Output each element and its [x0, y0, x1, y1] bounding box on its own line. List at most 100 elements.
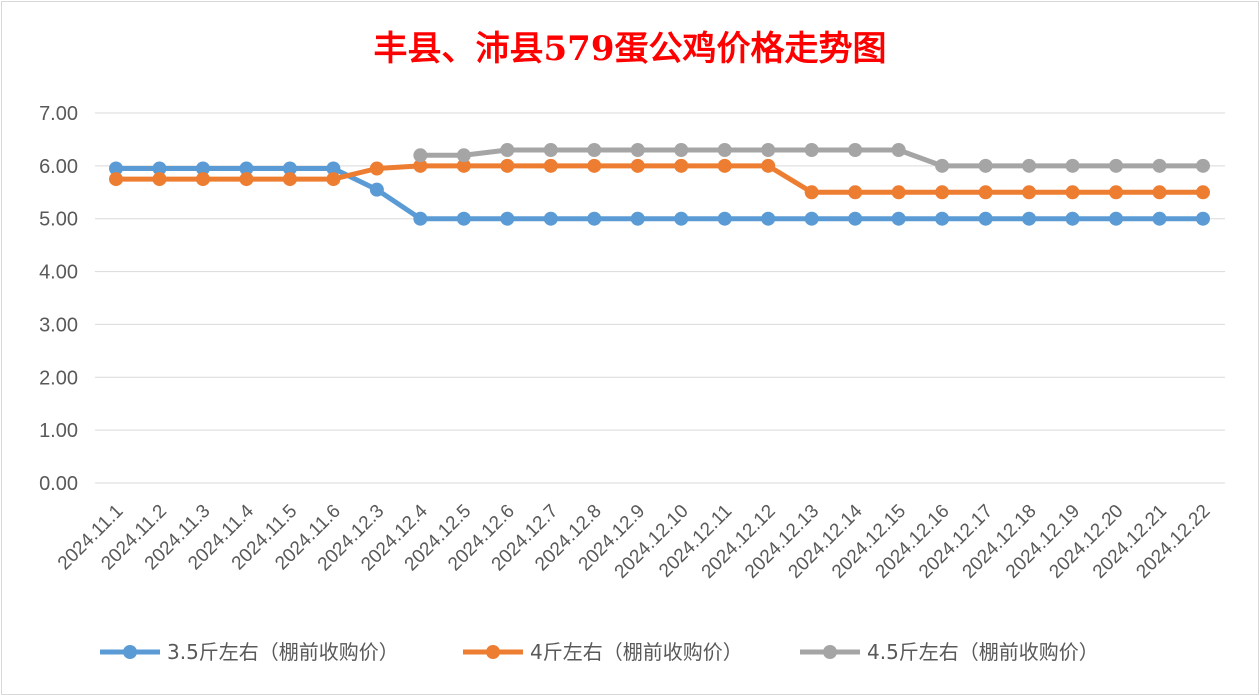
- data-point: [369, 182, 384, 197]
- data-point: [326, 172, 341, 187]
- y-tick-label: 6.00: [39, 156, 78, 178]
- data-point: [152, 161, 167, 176]
- data-point: [413, 211, 428, 226]
- y-axis-tick-labels: 0.00 1.00 2.00 3.00 4.00 5.00 6.00 7.00: [39, 103, 78, 495]
- legend-marker: [486, 645, 500, 659]
- data-point: [543, 143, 558, 157]
- data-point: [674, 143, 689, 157]
- y-tick-label: 4.00: [39, 262, 78, 284]
- data-point: [239, 172, 254, 187]
- data-point: [109, 161, 123, 176]
- data-point: [587, 211, 602, 226]
- series-group: [109, 161, 1210, 226]
- data-point: [413, 158, 428, 173]
- data-point: [1065, 158, 1080, 173]
- data-point: [804, 185, 819, 200]
- series-group: [109, 158, 1210, 200]
- data-point: [239, 161, 254, 176]
- data-point: [891, 211, 906, 226]
- data-point: [935, 211, 950, 226]
- y-tick-label: 0.00: [39, 473, 78, 495]
- data-point: [761, 211, 776, 226]
- chart-title: 丰县、沛县579蛋公鸡价格走势图: [374, 29, 887, 69]
- data-point: [978, 158, 993, 173]
- data-point: [1022, 211, 1037, 226]
- data-point: [1109, 211, 1124, 226]
- data-point: [1065, 185, 1080, 200]
- data-point: [500, 143, 515, 157]
- data-point: [717, 211, 732, 226]
- data-point: [1152, 185, 1167, 200]
- legend-label: 3.5斤左右（棚前收购价）: [167, 640, 399, 664]
- series-line: [113, 163, 1206, 195]
- data-point: [587, 158, 602, 173]
- legend-marker: [123, 645, 137, 659]
- y-tick-label: 7.00: [39, 103, 78, 125]
- y-tick-label: 2.00: [39, 367, 78, 389]
- data-point: [848, 185, 863, 200]
- data-point: [1152, 211, 1167, 226]
- data-point: [1022, 158, 1037, 173]
- data-point: [195, 172, 210, 187]
- data-point: [804, 143, 819, 157]
- data-point: [500, 158, 515, 173]
- legend-item: 4.5斤左右（棚前收购价）: [800, 640, 1099, 664]
- legend-label: 4斤左右（棚前收购价）: [530, 640, 743, 664]
- data-point: [456, 148, 471, 163]
- data-point: [1109, 185, 1124, 200]
- data-point: [761, 158, 776, 173]
- data-point: [978, 211, 993, 226]
- data-point: [978, 185, 993, 200]
- data-point: [935, 185, 950, 200]
- y-tick-label: 3.00: [39, 314, 78, 336]
- data-point: [717, 158, 732, 173]
- series-lines: [109, 143, 1210, 226]
- data-point: [674, 211, 689, 226]
- data-point: [804, 211, 819, 226]
- data-point: [674, 158, 689, 173]
- data-point: [630, 211, 645, 226]
- data-point: [717, 143, 732, 157]
- legend: 3.5斤左右（棚前收购价） 4斤左右（棚前收购价） 4.5斤左右（棚前收购价）: [100, 640, 1099, 664]
- data-point: [1022, 185, 1037, 200]
- data-point: [891, 143, 906, 157]
- series-line: [113, 166, 1206, 222]
- data-point: [369, 161, 384, 176]
- data-point: [109, 172, 123, 187]
- legend-marker: [823, 645, 837, 659]
- data-point: [848, 143, 863, 157]
- data-point: [456, 158, 471, 173]
- data-point: [935, 158, 950, 173]
- data-point: [1196, 158, 1210, 173]
- data-point: [630, 158, 645, 173]
- data-point: [326, 161, 341, 176]
- series-group: [413, 143, 1210, 173]
- data-point: [282, 161, 297, 176]
- legend-label: 4.5斤左右（棚前收购价）: [867, 640, 1099, 664]
- data-point: [1109, 158, 1124, 173]
- data-point: [1152, 158, 1167, 173]
- data-point: [456, 211, 471, 226]
- data-point: [587, 143, 602, 157]
- data-point: [848, 211, 863, 226]
- data-point: [413, 148, 428, 163]
- data-point: [891, 185, 906, 200]
- legend-item: 4斤左右（棚前收购价）: [463, 640, 743, 664]
- data-point: [1196, 211, 1210, 226]
- data-point: [1196, 185, 1210, 200]
- data-point: [195, 161, 210, 176]
- data-point: [1065, 211, 1080, 226]
- data-point: [152, 172, 167, 187]
- y-tick-label: 1.00: [39, 420, 78, 442]
- data-point: [543, 158, 558, 173]
- legend-item: 3.5斤左右（棚前收购价）: [100, 640, 399, 664]
- data-point: [282, 172, 297, 187]
- y-tick-label: 5.00: [39, 209, 78, 231]
- data-point: [543, 211, 558, 226]
- data-point: [500, 211, 515, 226]
- data-point: [761, 143, 776, 157]
- data-point: [630, 143, 645, 157]
